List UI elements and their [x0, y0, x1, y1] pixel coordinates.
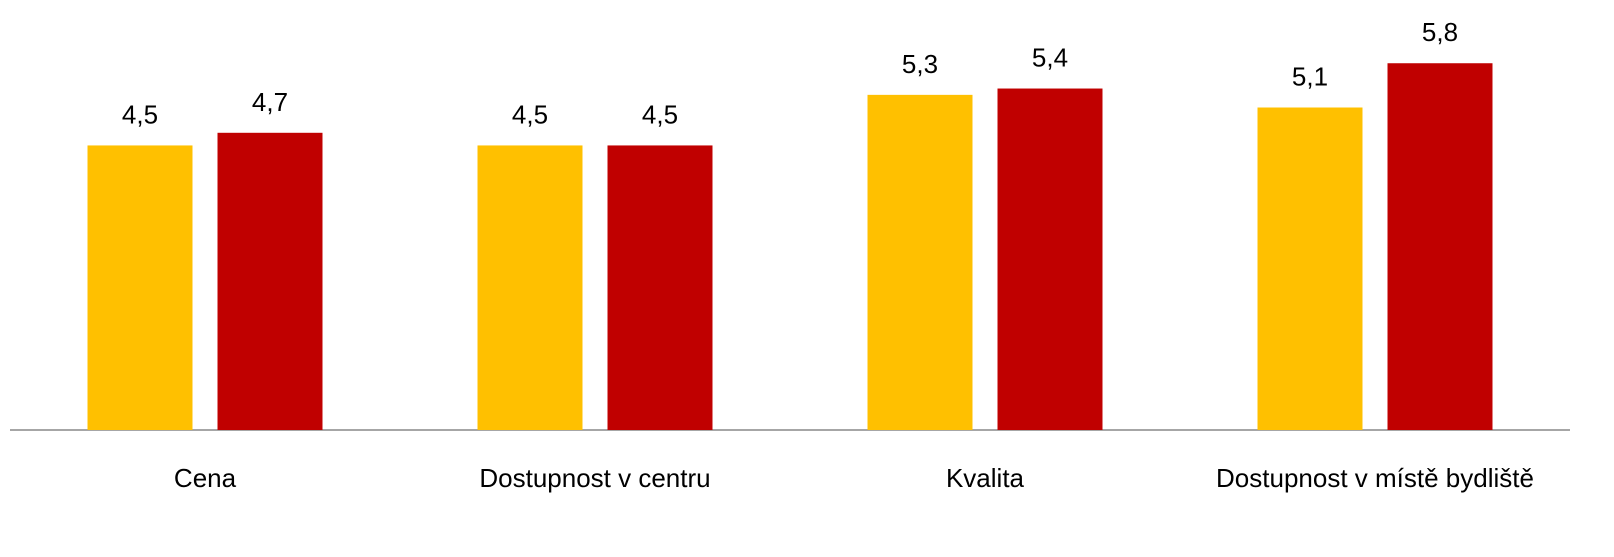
x-tick-label: Dostupnost v centru: [479, 463, 711, 493]
bar: [997, 88, 1103, 430]
x-tick-label: Kvalita: [945, 463, 1025, 493]
bar: [867, 94, 973, 431]
value-label: 4,7: [252, 87, 288, 117]
x-tick-label: Dostupnost v místě bydliště: [1216, 463, 1534, 493]
bar: [1257, 107, 1363, 430]
value-label: 4,5: [122, 99, 158, 129]
value-label: 4,5: [642, 99, 678, 129]
value-label: 5,1: [1292, 62, 1328, 92]
bar: [607, 145, 713, 431]
bar: [87, 145, 193, 431]
value-label: 5,3: [902, 49, 938, 79]
value-label: 5,4: [1032, 43, 1068, 73]
x-tick-label: Cena: [173, 463, 237, 493]
value-label: 4,5: [512, 99, 548, 129]
bar: [477, 145, 583, 431]
value-label: 5,8: [1422, 17, 1458, 47]
bar: [1387, 63, 1493, 431]
bar: [217, 132, 323, 430]
